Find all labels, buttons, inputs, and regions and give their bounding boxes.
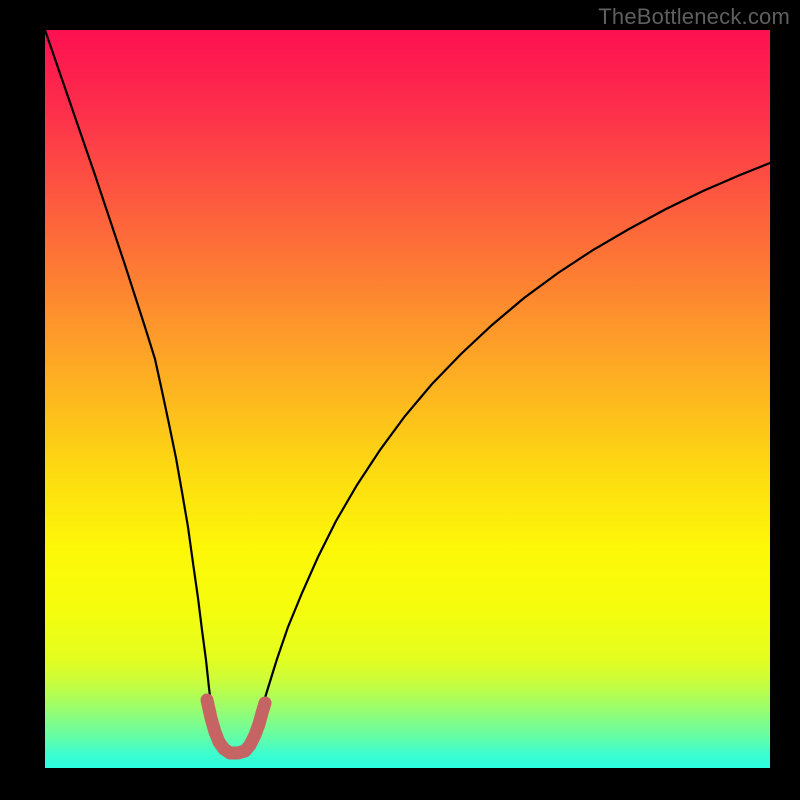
chart-container: { "watermark": "TheBottleneck.com", "can… bbox=[0, 0, 800, 800]
plot-background bbox=[45, 30, 770, 768]
chart-svg bbox=[0, 0, 800, 800]
watermark-text: TheBottleneck.com bbox=[598, 4, 790, 30]
